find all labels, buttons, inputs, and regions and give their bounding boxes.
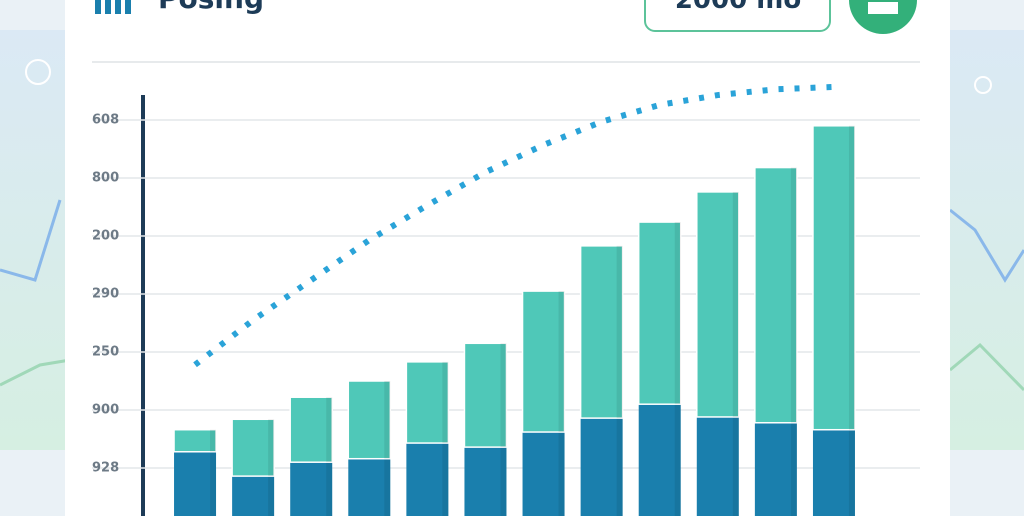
bar-shade (326, 397, 333, 463)
bar-shade (674, 404, 681, 516)
badge (644, 0, 831, 32)
bar-shade (732, 416, 739, 516)
y-tick-label: 928 (92, 461, 119, 476)
chart-title: Posing (158, 0, 264, 15)
decor-line (0, 358, 71, 387)
button-icon (868, 2, 898, 14)
decor-circle (25, 59, 51, 85)
bar-segment (638, 404, 681, 516)
bar-segment (290, 462, 333, 516)
bar-shade (732, 191, 739, 417)
bar-segment (232, 476, 275, 516)
decor-line (949, 208, 1024, 283)
decor-line (0, 199, 62, 282)
decor-circle (974, 76, 992, 94)
bar-segment (174, 451, 217, 516)
bar-shade (326, 462, 333, 516)
bar-segment (579, 245, 624, 419)
decor-line (949, 342, 1024, 392)
bar-segment (464, 447, 507, 516)
bar-segment (347, 380, 392, 460)
bar-shade (790, 167, 797, 423)
bar-shade (210, 429, 217, 452)
y-tick-label: 900 (92, 403, 119, 418)
bar-shade (384, 458, 391, 516)
bar-segment (231, 418, 275, 477)
bar-segment (812, 429, 855, 516)
action-button[interactable] (849, 0, 917, 34)
bar-segment (637, 221, 682, 405)
bar-shade (848, 429, 855, 516)
y-tick-label: 290 (92, 287, 119, 302)
bar-shade (268, 419, 275, 477)
side-panel (0, 30, 70, 450)
bar-shade (442, 361, 449, 444)
bar-shade (384, 381, 391, 459)
bar-segment (173, 428, 217, 453)
bar-shade (558, 432, 565, 516)
bar-segment (463, 342, 508, 448)
badge-text: 2000 mo (675, 0, 801, 15)
bar-shade (500, 343, 507, 448)
logo (95, 0, 131, 14)
bar-shade (616, 418, 623, 516)
bar-shade (442, 443, 449, 516)
bar-shade (674, 222, 681, 405)
bar-segment (522, 432, 565, 516)
bar-segment (580, 418, 623, 516)
bar-segment (289, 396, 333, 463)
bar-shade (500, 447, 507, 516)
bar-segment (521, 290, 566, 433)
side-panel (945, 30, 1024, 450)
bar-shade (790, 422, 797, 516)
bar-segment (406, 443, 449, 516)
bar-segment (812, 125, 856, 431)
bar-segment (405, 361, 450, 444)
bar-segment (696, 191, 740, 418)
bar-segment (754, 166, 798, 424)
y-tick-label: 250 (92, 345, 119, 360)
bar-segment (348, 458, 391, 516)
bar-shade (616, 245, 623, 419)
bar-shade (558, 291, 565, 433)
y-tick-label: 608 (92, 113, 119, 128)
bar-shade (848, 125, 855, 430)
bar-shade (210, 451, 217, 516)
bar-shade (268, 476, 275, 516)
y-tick-label: 200 (92, 229, 119, 244)
bar-segment (696, 416, 739, 516)
y-tick-label: 800 (92, 171, 119, 186)
trend-line (193, 83, 835, 368)
bar-segment (754, 422, 797, 516)
